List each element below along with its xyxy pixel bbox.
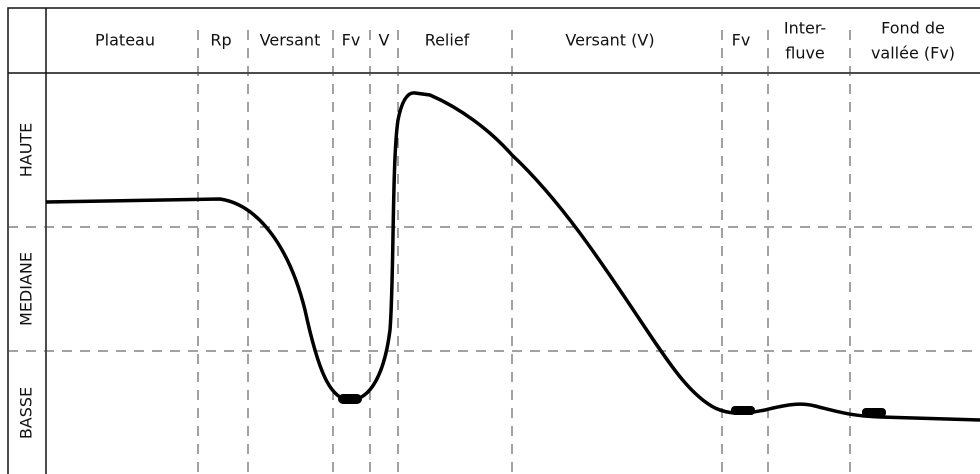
column-dividers: [197, 30, 851, 474]
header-label: Versant (V): [565, 31, 654, 50]
labels: Plateau Rp Versant Fv V Relief Versant (V) Fv In…: [17, 19, 956, 440]
valley-marker: [731, 406, 755, 415]
header-label: Versant: [260, 31, 321, 50]
header-label: Relief: [425, 31, 470, 50]
header-label: fluve: [785, 44, 825, 63]
zone-label: BASSE: [17, 387, 36, 439]
zone-label: MEDIANE: [17, 252, 36, 326]
header-label: Fv: [732, 31, 751, 50]
valley-marker: [862, 408, 886, 417]
frame: [7, 7, 980, 474]
header-label: vallée (Fv): [871, 44, 955, 63]
header-label: Fv: [342, 31, 361, 50]
header-label: Inter-: [784, 19, 826, 38]
header-label: Rp: [210, 31, 231, 50]
header-label: Fond de: [881, 19, 945, 38]
profile-curve: [45, 91, 980, 422]
valley-marker: [338, 394, 362, 404]
header-label: V: [379, 31, 390, 50]
header-label: Plateau: [95, 31, 155, 50]
zone-label: HAUTE: [17, 123, 36, 178]
